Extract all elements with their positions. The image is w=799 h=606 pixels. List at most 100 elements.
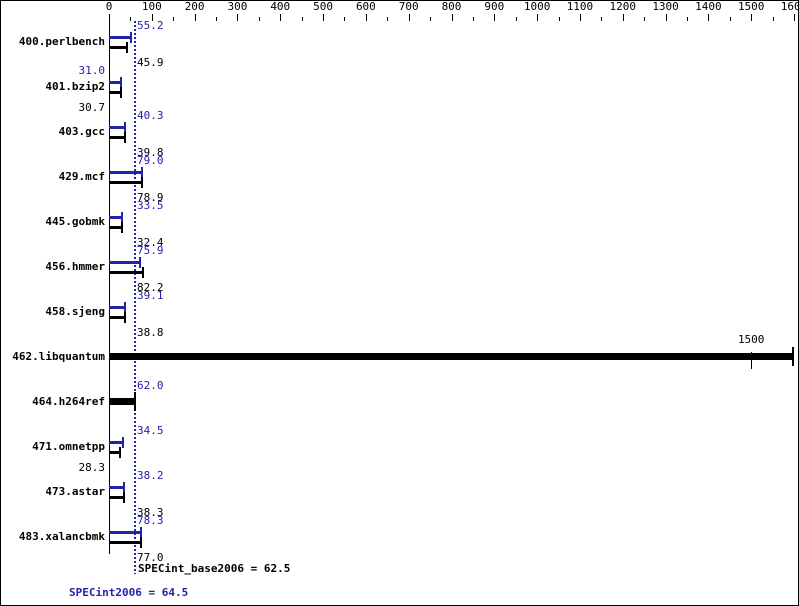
axis-tick-label: 1600: [780, 0, 798, 13]
axis-tick-major: [579, 14, 581, 21]
bar-end-cap: [134, 392, 136, 411]
value-label-peak: 33.5: [137, 199, 164, 212]
value-label-peak: 62.0: [137, 379, 164, 392]
axis-tick-minor: [130, 17, 132, 21]
value-label-peak: 40.3: [137, 109, 164, 122]
axis-tick-major: [280, 14, 282, 21]
value-label-peak: 75.9: [137, 244, 164, 257]
long-bar-value-label: 1500: [737, 333, 765, 346]
axis-tick-major: [109, 14, 110, 21]
benchmark-name-label: 445.gobmk: [45, 215, 105, 228]
bar-base: [109, 447, 121, 458]
benchmark-row: 456.hmmer 75.9 82.2: [1, 245, 798, 294]
long-bar-value-tick: [751, 352, 753, 369]
axis-tick-minor: [772, 17, 774, 21]
axis-tick-major: [708, 14, 710, 21]
plot-area: 400.perlbench 55.2 45.9 401.bzip2 31.0 30.7 40…: [1, 20, 798, 574]
benchmark-row: 458.sjeng 39.1 38.8: [1, 290, 798, 339]
axis-tick-minor: [430, 17, 432, 21]
bar-end-cap: [119, 447, 121, 458]
bar-end-cap: [124, 132, 126, 143]
axis-tick-minor: [601, 17, 603, 21]
benchmark-row: 429.mcf 79.0 78.9: [1, 155, 798, 204]
bar-end-cap: [140, 527, 142, 538]
benchmark-row: 400.perlbench 55.2 45.9: [1, 20, 798, 69]
axis-tick-major: [237, 14, 239, 21]
value-label-peak: 39.1: [137, 289, 164, 302]
axis-tick-major: [365, 14, 367, 21]
benchmark-name-label: 401.bzip2: [45, 80, 105, 93]
bar-merged: [109, 392, 136, 411]
bar-base: [109, 492, 125, 503]
benchmark-name-label: 403.gcc: [58, 125, 105, 138]
value-axis-top: 0 100 200 300 400 500 600 700 800 900 1000 1100 1200…: [1, 0, 798, 21]
bar-peak: [109, 167, 143, 178]
axis-tick-major: [151, 14, 153, 21]
benchmark-row: 473.astar 38.2 38.3: [1, 470, 798, 519]
axis-tick-major: [622, 14, 624, 21]
bar-end-cap: [124, 312, 126, 323]
bar-end-cap: [142, 267, 144, 278]
value-label-peak: 55.2: [137, 19, 164, 32]
value-label-base: 32.4: [137, 236, 164, 249]
axis-tick-label: 500: [313, 0, 333, 13]
value-label-base: 78.9: [137, 191, 164, 204]
bar-end-cap: [120, 87, 122, 98]
value-label-base: 38.8: [137, 326, 164, 339]
benchmark-name-label: 462.libquantum: [12, 350, 105, 363]
row-axis-segment: [109, 72, 110, 104]
bar-merged: [109, 347, 794, 366]
benchmark-name-label: 464.h264ref: [32, 395, 105, 408]
value-label-base: 39.8: [137, 146, 164, 159]
bar-base: [109, 222, 123, 233]
value-label-base: 38.3: [137, 506, 164, 519]
row-axis-segment: [109, 207, 110, 239]
axis-tick-label: 0: [105, 0, 113, 13]
axis-tick-minor: [472, 17, 474, 21]
bar-peak: [109, 527, 142, 538]
axis-tick-major: [194, 14, 196, 21]
axis-tick-minor: [173, 17, 175, 21]
bar-end-cap: [126, 42, 128, 53]
axis-tick-major: [451, 14, 453, 21]
bar-end-cap: [124, 302, 126, 313]
bar-end-cap: [122, 437, 124, 448]
axis-tick-minor: [387, 17, 389, 21]
bar-end-cap: [139, 257, 141, 268]
bar-peak: [109, 437, 124, 448]
value-label-peak: 79.0: [137, 154, 164, 167]
bar-end-cap: [120, 77, 122, 88]
axis-tick-minor: [515, 17, 517, 21]
bar-peak: [109, 257, 141, 268]
bar-end-cap: [123, 492, 125, 503]
row-axis-segment: [109, 432, 110, 464]
row-axis-segment: [109, 477, 110, 509]
row-axis-segment: [109, 162, 110, 194]
axis-tick-minor: [258, 17, 260, 21]
benchmark-row: 403.gcc 40.3 39.8: [1, 110, 798, 159]
row-axis-segment: [109, 252, 110, 284]
value-label-base: 45.9: [137, 56, 164, 69]
axis-tick-label: 400: [270, 0, 291, 13]
axis-tick-label: 600: [355, 0, 376, 13]
benchmark-name-label: 456.hmmer: [45, 260, 105, 273]
axis-tick-label: 700: [398, 0, 419, 13]
axis-tick-minor: [644, 17, 646, 21]
bar-peak: [109, 482, 125, 493]
benchmark-row: 401.bzip2 31.0 30.7: [1, 65, 798, 114]
bar-base: [109, 537, 142, 548]
axis-tick-minor: [344, 17, 346, 21]
axis-tick-major: [794, 14, 795, 21]
row-axis-segment: [109, 522, 110, 554]
axis-tick-minor: [558, 17, 560, 21]
bar-end-cap: [124, 122, 126, 133]
axis-tick-label: 1500: [737, 0, 765, 13]
axis-tick-major: [665, 14, 667, 21]
value-label-peak: 78.3: [137, 514, 164, 527]
bar-end-cap: [121, 222, 123, 233]
bar-peak: [109, 77, 122, 88]
value-label-peak: 38.2: [137, 469, 164, 482]
benchmark-name-label: 483.xalancbmk: [18, 530, 105, 543]
row-axis-segment: [109, 117, 110, 149]
